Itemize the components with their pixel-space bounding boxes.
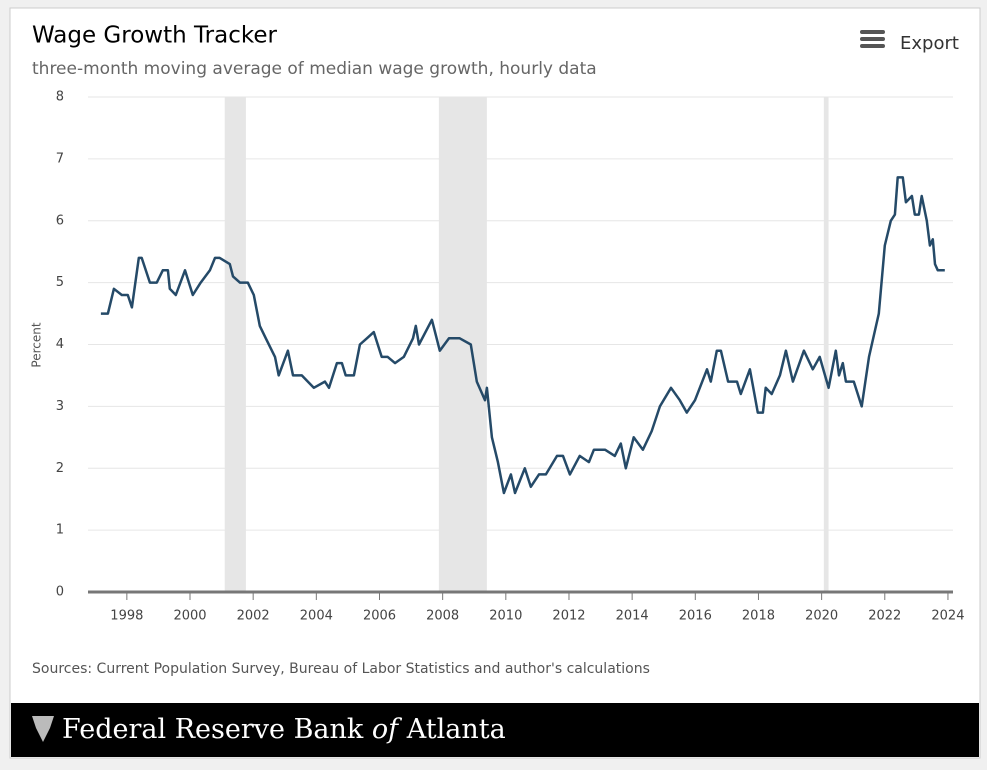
- series-line: [100, 176, 945, 495]
- y-axis-label: Percent: [30, 322, 44, 367]
- export-button[interactable]: Export: [860, 30, 959, 54]
- x-tick-label: 2024: [931, 609, 964, 624]
- y-tick-label: 5: [56, 275, 64, 290]
- menu-icon: [860, 30, 885, 34]
- x-tick-label: 2008: [426, 609, 459, 624]
- y-tick-label: 4: [56, 337, 64, 352]
- x-tick-label: 2016: [679, 609, 712, 624]
- plot-area: 0 1 2 3 4 5 6 7 8 1998 2000 2002 2004 2006 2008 2010 201…: [56, 90, 965, 624]
- y-tick-label: 2: [56, 461, 64, 476]
- export-label[interactable]: Export: [900, 33, 959, 54]
- y-tick-label: 1: [56, 523, 64, 538]
- chart-title: Wage Growth Tracker: [32, 23, 278, 49]
- y-tick-label: 7: [56, 151, 64, 166]
- x-tick-label: 2022: [868, 609, 901, 624]
- logo-part: Atlanta: [406, 714, 506, 745]
- card: [9, 7, 981, 759]
- chart-subtitle: three-month moving average of median wag…: [32, 59, 597, 79]
- logo-eagle: [32, 716, 54, 742]
- source-note: Sources: Current Population Survey, Bure…: [32, 661, 650, 677]
- logo-part: Federal Reserve Bank: [62, 714, 364, 745]
- x-tick-label: 2012: [552, 609, 585, 624]
- y-tick-label: 8: [56, 90, 64, 105]
- menu-icon: [860, 44, 885, 48]
- logo-part: of: [372, 714, 402, 745]
- y-tick-label: 6: [56, 213, 64, 228]
- menu-icon: [860, 37, 885, 41]
- x-tick-label: 2014: [616, 609, 649, 624]
- x-tick-label: 2002: [237, 609, 270, 624]
- x-tick-label: 1998: [110, 609, 143, 624]
- footer-banner: [11, 703, 979, 757]
- x-tick-label: 2018: [742, 609, 775, 624]
- x-tick-label: 2006: [363, 609, 396, 624]
- y-tick-label: 0: [56, 585, 64, 600]
- x-tick-label: 2010: [489, 609, 522, 624]
- x-tick-label: 2000: [173, 609, 206, 624]
- y-tick-label: 3: [56, 399, 64, 414]
- logo-text: Federal Reserve Bank of Atlanta: [62, 714, 506, 745]
- x-tick-label: 2004: [300, 609, 333, 624]
- x-tick-label: 2020: [805, 609, 838, 624]
